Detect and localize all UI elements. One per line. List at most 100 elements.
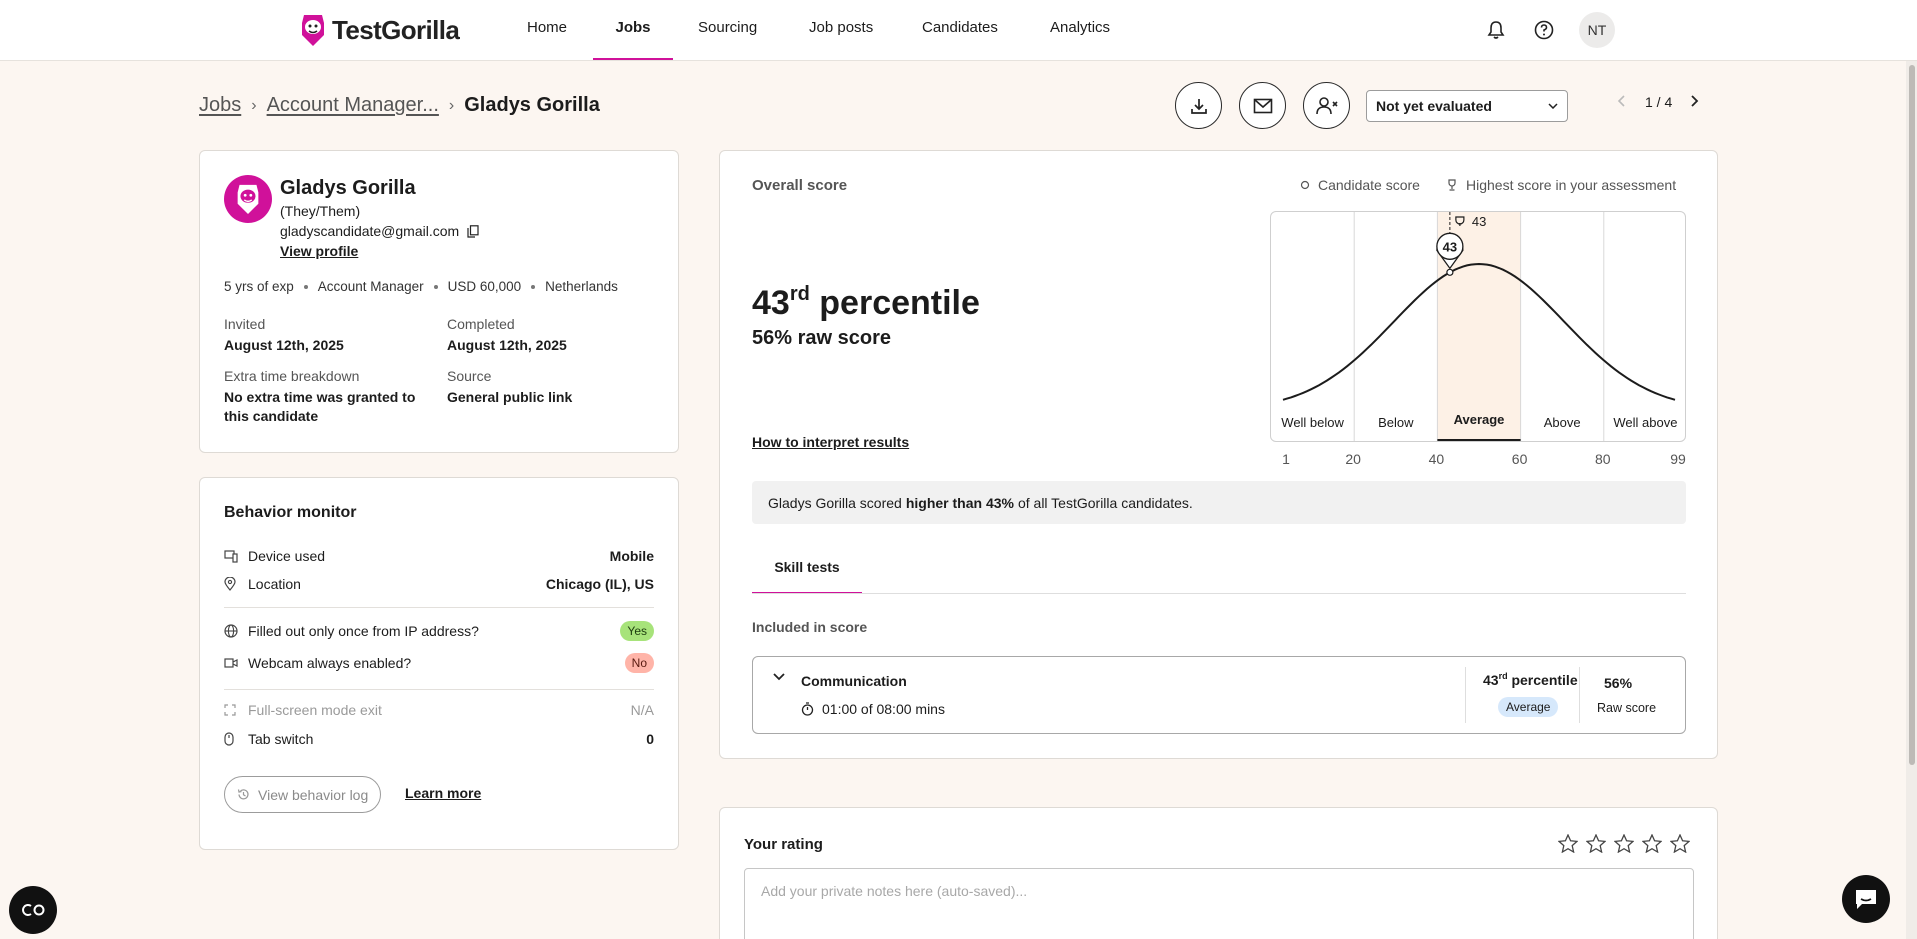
chevron-right-icon: › <box>251 96 257 114</box>
legend-candidate: Candidate score <box>1300 177 1420 193</box>
interpret-results-link[interactable]: How to interpret results <box>752 434 910 450</box>
band-label-above: Above <box>1544 415 1581 430</box>
candidate-score-label: 43 <box>1443 239 1457 254</box>
breadcrumb: Jobs › Account Manager... › Gladys Goril… <box>199 94 600 117</box>
fullscreen-row: Full-screen mode exit N/A <box>224 699 654 721</box>
circle-marker-icon <box>1300 180 1310 190</box>
extra-time-label: Extra time breakdown <box>224 368 360 384</box>
highest-score-label: 43 <box>1472 214 1486 229</box>
percentile-word: percentile <box>819 284 980 322</box>
highlighted-band-underline <box>1437 439 1521 441</box>
overall-score-title: Overall score <box>752 177 848 194</box>
summary-post: of all TestGorilla candidates. <box>1017 494 1193 511</box>
distribution-svg: Well below Below Average Above Well above 43 4… <box>1281 212 1677 441</box>
test-percentile-suffix: rd <box>1498 671 1508 681</box>
gorilla-logo-icon <box>302 15 324 46</box>
chat-support-button[interactable] <box>1842 875 1890 923</box>
mail-icon <box>1253 98 1272 113</box>
separator-dot <box>303 284 308 289</box>
status-value: Not yet evaluated <box>1376 98 1492 114</box>
top-navigation: TestGorilla Home Jobs Sourcing Job posts… <box>0 0 1917 61</box>
webcam-row: Webcam always enabled? No <box>224 652 654 674</box>
nav-jobs[interactable]: Jobs <box>593 0 673 60</box>
invited-date: August 12th, 2025 <box>224 337 344 353</box>
webcam-icon <box>224 656 238 670</box>
copy-icon[interactable] <box>467 224 479 238</box>
tab-switch-value: 0 <box>646 731 654 747</box>
chevron-right-icon: › <box>448 96 455 114</box>
tab-divider <box>752 593 1686 594</box>
location-pin-icon <box>224 577 238 591</box>
tick-label: 1 <box>1282 451 1290 467</box>
learn-more-link[interactable]: Learn more <box>405 785 482 801</box>
nav-home[interactable]: Home <box>527 19 568 36</box>
tab-switch-label: Tab switch <box>248 731 314 747</box>
co-logo-icon <box>22 904 45 916</box>
device-row: Device used Mobile <box>224 545 654 567</box>
cookie-settings-button[interactable] <box>9 886 57 934</box>
behavior-monitor-title: Behavior monitor <box>224 504 357 521</box>
extra-time-value: No extra time was granted to this candid… <box>224 389 416 424</box>
tick-label: 80 <box>1595 451 1611 467</box>
percentile-number: 43 <box>752 284 790 322</box>
chevron-right-icon <box>1691 95 1699 107</box>
separator-dot <box>531 284 536 289</box>
band-label-well-above: Well above <box>1613 415 1677 430</box>
brand-name: TestGorilla <box>332 14 460 45</box>
pager-count: 1 / 4 <box>1645 94 1673 110</box>
nav-sourcing[interactable]: Sourcing <box>698 19 758 36</box>
star-icon[interactable] <box>1558 834 1578 853</box>
view-profile-link[interactable]: View profile <box>280 243 359 259</box>
view-behavior-log-button[interactable]: View behavior log <box>224 776 382 813</box>
candidate-profile-card: Gladys Gorilla (They/Them) gladyscandida… <box>199 150 679 453</box>
help-icon[interactable] <box>1532 18 1556 42</box>
device-label: Device used <box>248 548 326 564</box>
nav-job-posts[interactable]: Job posts <box>809 19 874 36</box>
device-value: Mobile <box>609 548 654 564</box>
prev-candidate-button[interactable] <box>1617 94 1625 110</box>
user-avatar[interactable]: NT <box>1579 12 1615 48</box>
percentile-distribution-chart: Well below Below Average Above Well above 43 4… <box>1270 211 1686 442</box>
breadcrumb-job[interactable]: Account Manager... <box>266 94 439 116</box>
candidate-avatar <box>224 175 272 223</box>
reject-candidate-button[interactable] <box>1303 82 1350 129</box>
scrollbar-thumb[interactable] <box>1909 65 1915 765</box>
candidate-score-bubble <box>1436 232 1464 260</box>
source-label: Source <box>447 368 492 384</box>
download-button[interactable] <box>1175 82 1222 129</box>
star-icon[interactable] <box>1642 834 1662 853</box>
bell-icon[interactable] <box>1484 18 1508 42</box>
breadcrumb-jobs[interactable]: Jobs <box>199 94 242 116</box>
chevron-down-icon[interactable] <box>773 673 785 681</box>
email-button[interactable] <box>1239 82 1286 129</box>
chat-icon <box>1856 890 1876 909</box>
legend-candidate-label: Candidate score <box>1318 177 1420 193</box>
brand-logo[interactable]: TestGorilla <box>300 13 460 47</box>
invited-label: Invited <box>224 316 266 332</box>
candidate-email: gladyscandidate@gmail.com <box>280 223 460 239</box>
gorilla-avatar-icon <box>237 184 259 215</box>
star-icon[interactable] <box>1614 834 1634 853</box>
tab-switch-row: Tab switch 0 <box>224 728 654 750</box>
test-row[interactable]: Communication 01:00 of 08:00 mins 43rd p… <box>752 656 1686 734</box>
next-candidate-button[interactable] <box>1691 94 1699 110</box>
rating-card: Your rating Add your private notes here … <box>719 807 1718 939</box>
legend-highest: Highest score in your assessment <box>1446 177 1676 193</box>
behavior-monitor-card: Behavior monitor Device used Mobile Loca… <box>199 477 679 850</box>
candidate-score-point <box>1446 268 1454 276</box>
ip-status-badge: Yes <box>620 621 654 641</box>
nav-candidates[interactable]: Candidates <box>922 19 998 36</box>
percentile-suffix: rd <box>789 283 810 305</box>
summary-pre: Gladys Gorilla scored <box>768 494 902 511</box>
star-icon[interactable] <box>1586 834 1606 853</box>
band-label-below: Below <box>1378 415 1414 430</box>
evaluation-status-select[interactable]: Not yet evaluated <box>1366 90 1568 122</box>
private-notes-input[interactable]: Add your private notes here (auto-saved)… <box>744 868 1694 939</box>
stopwatch-icon <box>801 702 814 716</box>
location-row: Location Chicago (IL), US <box>224 573 654 595</box>
tab-skill-tests[interactable]: Skill tests <box>752 557 862 594</box>
nav-analytics[interactable]: Analytics <box>1050 19 1111 36</box>
fullscreen-value: N/A <box>630 702 654 718</box>
test-time-value: 01:00 of 08:00 mins <box>822 701 945 717</box>
star-icon[interactable] <box>1670 834 1690 853</box>
